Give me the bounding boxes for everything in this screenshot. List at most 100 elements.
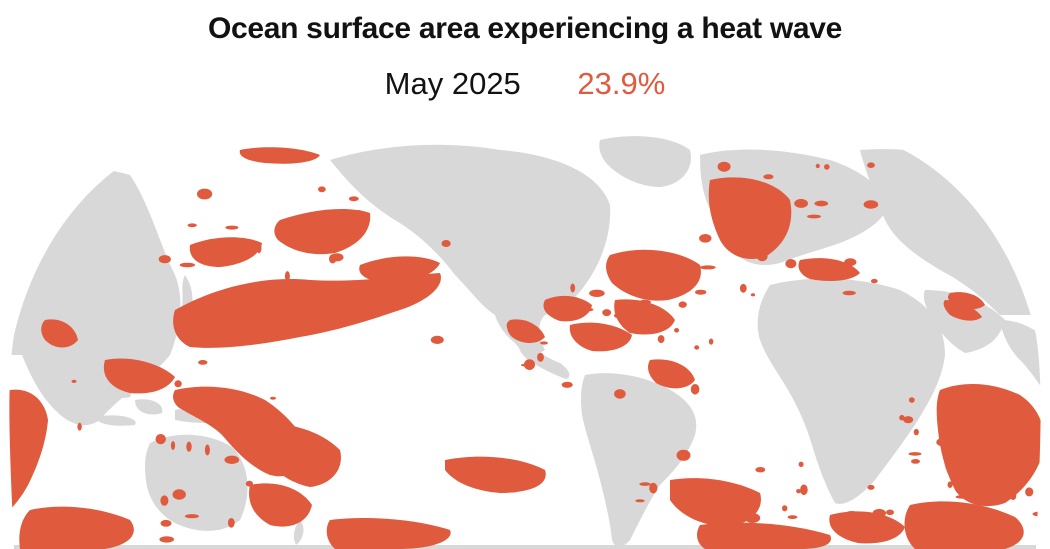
heatwave-patch bbox=[940, 513, 951, 521]
heatwave-patch bbox=[204, 444, 210, 456]
heatwave-patch bbox=[603, 329, 618, 339]
heatwave-layer bbox=[9, 147, 1041, 549]
heatwave-patch bbox=[187, 223, 197, 228]
heatwave-patch bbox=[717, 161, 731, 172]
heatwave-patch bbox=[352, 210, 364, 217]
heatwave-patch bbox=[844, 258, 857, 266]
heatwave-mediterranean bbox=[798, 258, 860, 281]
heatwave-patch bbox=[561, 381, 573, 388]
heatwave-patch bbox=[739, 283, 747, 293]
heatwave-patch bbox=[281, 332, 291, 340]
heatwave-patch bbox=[903, 416, 914, 424]
heatwave-patch bbox=[186, 441, 192, 452]
heatwave-patch bbox=[814, 200, 829, 207]
heatwave-red-sea bbox=[943, 300, 982, 321]
heatwave-tasman-sea bbox=[249, 483, 312, 527]
heatwave-patch bbox=[184, 514, 199, 519]
heatwave-china-coast bbox=[41, 319, 78, 348]
heatwave-patch bbox=[71, 379, 77, 383]
heatwave-patch bbox=[299, 283, 305, 289]
heatwave-patch bbox=[947, 481, 953, 489]
heatwave-patch bbox=[694, 345, 700, 350]
heatwave-patch bbox=[752, 534, 762, 538]
heatwave-patch bbox=[284, 271, 290, 282]
heatwave-tropical-atlantic bbox=[648, 359, 695, 389]
heatwave-patch bbox=[638, 299, 652, 305]
world-map-svg bbox=[9, 127, 1041, 549]
heatwave-patch bbox=[637, 323, 650, 333]
heatwave-kuroshio bbox=[189, 237, 262, 267]
landmass-new-zealand bbox=[293, 520, 304, 545]
heatwave-patch bbox=[160, 495, 169, 506]
heatwave-patch bbox=[908, 397, 915, 403]
heatwave-patch bbox=[800, 484, 808, 496]
heatwave-north-pacific-band bbox=[173, 273, 441, 348]
heatwave-southern-ocean-atlantic bbox=[697, 522, 831, 549]
heatwave-patch bbox=[37, 432, 44, 439]
heatwave-patch bbox=[870, 278, 878, 284]
heatwave-patch bbox=[330, 253, 344, 262]
heatwave-patch bbox=[756, 251, 768, 262]
heatwave-north-pacific-upper bbox=[274, 209, 371, 255]
landmass-central-america bbox=[518, 340, 570, 379]
heatwave-patch bbox=[224, 455, 240, 464]
landmass-africa bbox=[757, 278, 945, 504]
heatwave-patch bbox=[1025, 487, 1034, 497]
heatwave-patch bbox=[506, 320, 517, 332]
heatwave-patch bbox=[639, 482, 651, 486]
heatwave-patch bbox=[886, 509, 894, 516]
heatwave-patch bbox=[635, 499, 645, 503]
period-label: May 2025 bbox=[384, 66, 521, 101]
heatwave-patch bbox=[798, 461, 804, 467]
world-map bbox=[0, 125, 1050, 549]
heatwave-patch bbox=[1032, 511, 1041, 517]
heatwave-patch bbox=[179, 262, 196, 268]
heatwave-patch bbox=[787, 515, 798, 519]
heatwave-patch bbox=[256, 242, 262, 254]
heatwave-patch bbox=[524, 359, 535, 370]
heatwave-patch bbox=[796, 489, 802, 494]
heatwave-patch bbox=[913, 428, 919, 436]
heatwave-patch bbox=[984, 445, 994, 456]
heatwave-patch bbox=[674, 328, 680, 333]
heatwave-patch bbox=[158, 255, 171, 264]
heatwave-patch bbox=[766, 192, 774, 203]
heatwave-arctic-north bbox=[239, 147, 320, 164]
heatwave-patch bbox=[537, 352, 544, 362]
heatwave-patch bbox=[245, 480, 253, 487]
heatwave-patch bbox=[270, 396, 276, 400]
heatwave-patch bbox=[225, 225, 239, 230]
heatwave-patch bbox=[678, 301, 687, 308]
percentage-label: 23.9% bbox=[577, 66, 666, 101]
heatwave-patch bbox=[867, 484, 875, 490]
heatwave-patch bbox=[908, 452, 922, 456]
landmass-north-america bbox=[330, 144, 611, 354]
heatwave-patch bbox=[708, 338, 714, 345]
heatwave-indian-ocean-west bbox=[9, 389, 48, 515]
heatwave-patch bbox=[735, 236, 747, 241]
heatwave-patch bbox=[602, 309, 612, 317]
heatwave-patch bbox=[170, 441, 176, 450]
heatwave-speckles bbox=[21, 161, 1041, 547]
heatwave-patch bbox=[872, 508, 886, 518]
heatwave-patch bbox=[782, 505, 788, 512]
heatwave-patch bbox=[174, 380, 182, 388]
heatwave-patch bbox=[699, 234, 712, 243]
heatwave-philippine-sea bbox=[103, 358, 175, 394]
heatwave-patch bbox=[731, 536, 745, 547]
heatwave-patch bbox=[197, 188, 213, 200]
heatwave-patch bbox=[962, 466, 967, 476]
heatwave-north-atlantic bbox=[606, 249, 701, 301]
heatwave-patch bbox=[695, 289, 707, 295]
heatwave-patch bbox=[676, 449, 691, 461]
heatwave-patch bbox=[316, 239, 323, 250]
landmass-maritime-se-asia bbox=[95, 380, 163, 426]
heatwave-patch bbox=[1009, 491, 1017, 500]
heatwave-patch bbox=[430, 335, 444, 344]
heatwave-patch bbox=[614, 389, 626, 399]
heatwave-patch bbox=[750, 293, 756, 297]
heatwave-patch bbox=[690, 384, 700, 395]
heatwave-gulf-of-alaska bbox=[359, 256, 440, 283]
heatwave-patch bbox=[707, 486, 716, 491]
heatwave-patch bbox=[155, 434, 166, 445]
